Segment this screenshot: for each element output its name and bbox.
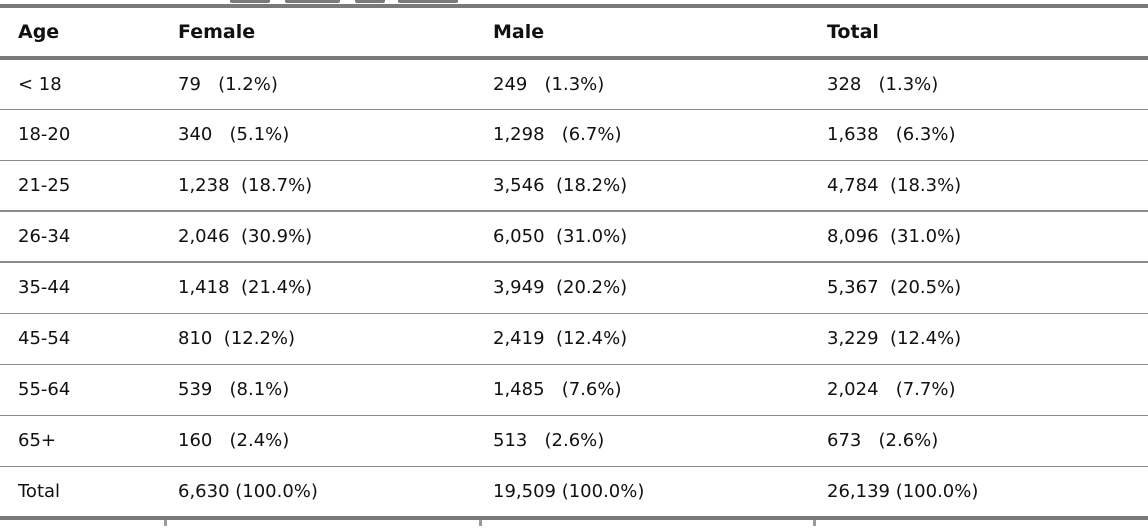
cell-male: 1,298 (6.7%) bbox=[493, 124, 622, 145]
cell-male: 2,419 (12.4%) bbox=[493, 328, 628, 349]
cell-total: 5,367 (20.5%) bbox=[827, 277, 962, 299]
cell-female: 1,238 (18.7%) bbox=[178, 174, 313, 196]
table-row: 45-54 810 (12.2%) 2,419 (12.4%) 3,229 (1… bbox=[0, 313, 1148, 364]
cell-female: 1,418 (21.4%) bbox=[178, 277, 313, 299]
table-row: 65+ 160 (2.4%) 513 (2.6%) 673 (2.6%) bbox=[0, 415, 1148, 466]
cell-male: 249 (1.3%) bbox=[493, 73, 605, 95]
cropped-caption-fragment bbox=[0, 0, 1148, 6]
cell-female: 810 (12.2%) bbox=[178, 328, 296, 349]
cell-total: 1,638 (6.3%) bbox=[827, 124, 956, 145]
column-tick bbox=[164, 520, 167, 526]
header-age: Age bbox=[18, 21, 60, 43]
cell-male: 513 (2.6%) bbox=[493, 430, 605, 451]
header-male: Male bbox=[493, 21, 545, 43]
column-tick bbox=[479, 520, 482, 526]
cell-age: < 18 bbox=[18, 73, 62, 95]
cell-female: 160 (2.4%) bbox=[178, 430, 290, 451]
age-sex-table: Age Female Male Total < 18 79 (1.2%) 249… bbox=[0, 4, 1148, 520]
table-row: < 18 79 (1.2%) 249 (1.3%) 328 (1.3%) bbox=[0, 58, 1148, 109]
cell-female: 539 (8.1%) bbox=[178, 379, 290, 400]
table-row: 55-64 539 (8.1%) 1,485 (7.6%) 2,024 (7.7… bbox=[0, 364, 1148, 415]
cell-age: 26-34 bbox=[18, 226, 71, 247]
header-total: Total bbox=[827, 21, 879, 43]
cell-age: 21-25 bbox=[18, 174, 71, 196]
cell-female: 2,046 (30.9%) bbox=[178, 226, 313, 247]
table-container: Age Female Male Total < 18 79 (1.2%) 249… bbox=[0, 4, 1148, 520]
cell-male: 1,485 (7.6%) bbox=[493, 379, 622, 400]
cell-male: 3,949 (20.2%) bbox=[493, 277, 628, 299]
total-row: Total 6,630 (100.0%) 19,509 (100.0%) 26,… bbox=[0, 466, 1148, 518]
cell-age: 65+ bbox=[18, 430, 56, 451]
table-row: 26-34 2,046 (30.9%) 6,050 (31.0%) 8,096 … bbox=[0, 211, 1148, 262]
cell-total: 8,096 (31.0%) bbox=[827, 226, 962, 247]
cell-female: 340 (5.1%) bbox=[178, 124, 290, 145]
cell-total: 673 (2.6%) bbox=[827, 430, 939, 451]
cell-total: 2,024 (7.7%) bbox=[827, 379, 956, 400]
cell-total: 26,139 (100.0%) bbox=[827, 480, 979, 502]
table-row: 18-20 340 (5.1%) 1,298 (6.7%) 1,638 (6.3… bbox=[0, 109, 1148, 160]
cell-male: 19,509 (100.0%) bbox=[493, 480, 645, 502]
cell-male: 6,050 (31.0%) bbox=[493, 226, 628, 247]
cell-age: 35-44 bbox=[18, 277, 71, 299]
column-tick bbox=[813, 520, 816, 526]
cell-male: 3,546 (18.2%) bbox=[493, 174, 628, 196]
cell-female: 79 (1.2%) bbox=[178, 73, 278, 95]
cell-total: 3,229 (12.4%) bbox=[827, 328, 962, 349]
cell-age: 18-20 bbox=[18, 124, 71, 145]
table-row: 21-25 1,238 (18.7%) 3,546 (18.2%) 4,784 … bbox=[0, 160, 1148, 211]
cell-age: 45-54 bbox=[18, 328, 71, 349]
table-row: 35-44 1,418 (21.4%) 3,949 (20.2%) 5,367 … bbox=[0, 262, 1148, 313]
header-female: Female bbox=[178, 21, 256, 43]
cell-total: 4,784 (18.3%) bbox=[827, 174, 962, 196]
cell-age: 55-64 bbox=[18, 379, 71, 400]
cell-female: 6,630 (100.0%) bbox=[178, 480, 318, 502]
header-row: Age Female Male Total bbox=[0, 6, 1148, 58]
cell-total: 328 (1.3%) bbox=[827, 73, 939, 95]
bottom-edge-ticks bbox=[0, 520, 1148, 528]
cell-age: Total bbox=[18, 480, 61, 502]
